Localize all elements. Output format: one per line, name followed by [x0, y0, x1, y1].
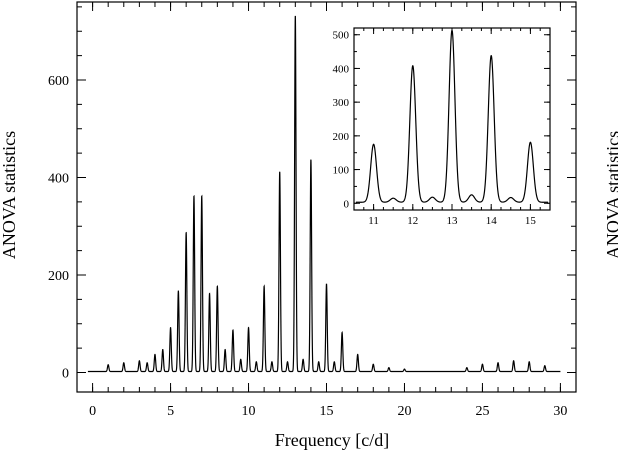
main-y-tick-label: 0 [62, 367, 69, 382]
inset-series-line [355, 29, 549, 203]
main-x-tick-label: 30 [553, 404, 567, 419]
main-y-tick-label: 400 [48, 172, 69, 187]
inset-x-tick-label: 12 [407, 215, 418, 227]
x-axis-title: Frequency [c/d] [275, 430, 389, 450]
inset-x-tick-label: 13 [447, 215, 459, 227]
main-x-tick-label: 20 [397, 404, 411, 419]
inset-y-tick-label: 300 [333, 97, 350, 109]
inset-x-tick-label: 15 [525, 215, 537, 227]
main-x-tick-label: 5 [167, 404, 174, 419]
inset-y-tick-label: 100 [333, 165, 350, 177]
main-x-tick-label: 25 [475, 404, 489, 419]
inset-frame [353, 27, 551, 211]
inset-x-tick-label: 11 [368, 215, 379, 227]
main-series-line [87, 15, 561, 373]
main-x-tick-label: 10 [242, 404, 256, 419]
y-axis-title-left: ANOVA statistics [0, 131, 19, 259]
inset-plot-area [353, 27, 551, 211]
inset-x-tick-label: 14 [486, 215, 498, 227]
main-series [87, 15, 561, 373]
main-y-tick-label: 600 [48, 74, 69, 89]
inset-y-tick-label: 0 [344, 198, 350, 210]
y-axis-title-right: ANOVA statistics [603, 131, 618, 259]
inset-y-tick-label: 500 [333, 30, 350, 42]
main-y-tick-label: 200 [48, 269, 69, 284]
inset-y-tick-label: 400 [333, 63, 350, 75]
inset-y-tick-label: 200 [333, 131, 350, 143]
inset-series [355, 29, 549, 203]
inset-axis-ticks: 11 12 13 14 15 0 100 200 300 400 500 [333, 28, 551, 227]
main-x-tick-label: 15 [320, 404, 334, 419]
main-x-tick-label: 0 [89, 404, 96, 419]
